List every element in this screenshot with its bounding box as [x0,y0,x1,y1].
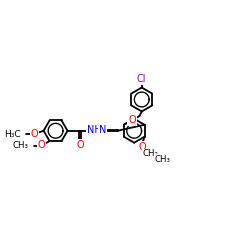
Text: H₃C: H₃C [4,130,21,139]
Text: O: O [76,140,84,150]
Text: NH: NH [87,125,102,135]
Text: O: O [38,140,46,150]
Text: O: O [138,142,146,152]
Text: O: O [128,115,136,125]
Text: Cl: Cl [137,74,146,85]
Text: N: N [99,125,106,135]
Text: CH₃: CH₃ [154,155,170,164]
Text: CH₃: CH₃ [13,141,29,150]
Text: CH₂: CH₂ [143,150,159,158]
Text: O: O [30,129,38,139]
